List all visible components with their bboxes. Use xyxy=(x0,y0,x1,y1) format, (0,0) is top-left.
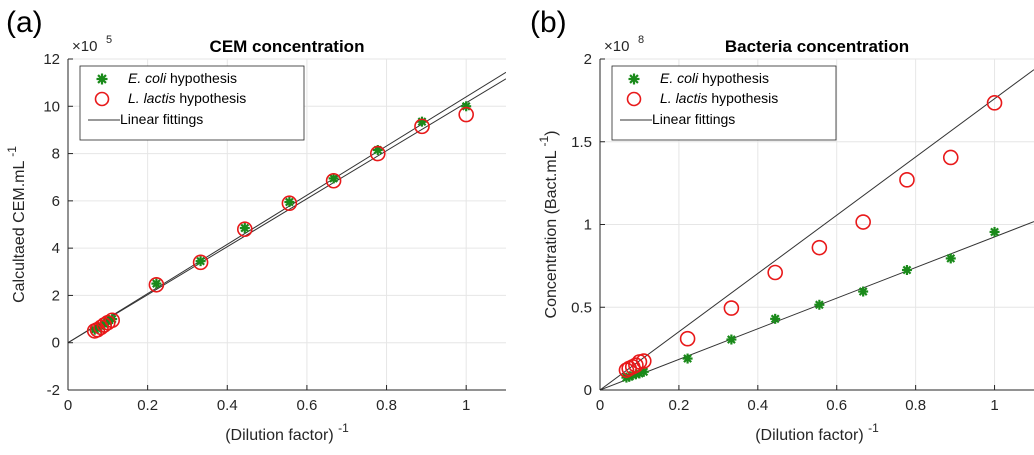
x-tick-label: 0.2 xyxy=(137,397,158,414)
series-l-lactis xyxy=(86,106,474,339)
y-tick-label: 1 xyxy=(584,217,592,234)
data-point xyxy=(723,300,740,316)
data-point xyxy=(770,313,781,324)
x-tick-label: 0.6 xyxy=(296,397,317,414)
data-point xyxy=(986,95,1003,111)
data-point xyxy=(899,172,915,188)
data-point xyxy=(989,226,1000,237)
legend-marker-asterisk xyxy=(96,73,108,85)
legend: E. coli hypothesis L. lactis hypothesis Li… xyxy=(79,65,305,141)
data-point xyxy=(416,116,427,127)
data-point xyxy=(151,278,162,289)
y-axis-label: Concentration (Bact.mL -1) xyxy=(537,131,560,319)
data-point xyxy=(858,286,869,297)
data-point xyxy=(682,353,693,364)
y-axis-label: Calcultaed CEM.mL -1 xyxy=(5,146,28,303)
y-tick-label: 1.5 xyxy=(571,134,592,151)
y-tick-label: 2 xyxy=(584,51,592,68)
x-tick-label: 0 xyxy=(596,397,604,414)
x-axis-label: (Dilution factor) -1 xyxy=(225,421,349,444)
data-point xyxy=(855,214,871,230)
legend-entry-fit: Linear fittings xyxy=(652,111,735,127)
data-point xyxy=(679,330,696,347)
data-point xyxy=(458,106,474,123)
legend-box xyxy=(611,65,837,141)
legend-marker-asterisk xyxy=(628,73,640,85)
x-axis-label: (Dilution factor) -1 xyxy=(755,421,879,444)
legend-entry-fit: Linear fittings xyxy=(120,111,203,127)
panel-letter: (b) xyxy=(530,6,567,39)
axis-exponent: ×10 xyxy=(604,38,629,55)
fit-lines xyxy=(68,71,506,344)
axis-exponent-power: 5 xyxy=(106,34,112,46)
panel-b: 0 0.2 0.4 0.6 0.8 1 0 0.5 1 1.5 2 ×10 8 (b) Bacteria c… xyxy=(530,6,1034,444)
axis-exponent-power: 8 xyxy=(638,34,644,46)
x-tick-label: 1 xyxy=(990,397,998,414)
data-point xyxy=(239,223,250,234)
panel-letter: (a) xyxy=(6,6,43,39)
legend-marker-circle xyxy=(626,91,642,107)
legend-box xyxy=(79,65,305,141)
data-point xyxy=(726,334,737,345)
y-tick-label: 4 xyxy=(52,240,60,257)
x-tick-label: 0 xyxy=(64,397,72,414)
data-point xyxy=(814,299,825,310)
y-tick-label: 0 xyxy=(52,335,60,352)
data-point xyxy=(369,145,386,162)
data-point xyxy=(104,312,120,329)
y-tick-label: -2 xyxy=(47,382,60,399)
fit-line-1 xyxy=(68,78,506,344)
x-tick-label: 0.2 xyxy=(668,397,689,414)
data-point xyxy=(281,195,298,212)
legend-entry: E. coli hypothesis xyxy=(660,70,769,86)
data-point xyxy=(414,118,430,135)
data-point xyxy=(96,317,113,333)
data-point xyxy=(811,239,828,256)
fit-line-0 xyxy=(600,69,1034,390)
data-point xyxy=(328,173,339,184)
x-tick-label: 0.8 xyxy=(905,397,926,414)
y-tick-label: 12 xyxy=(43,51,60,68)
y-tick-label: 2 xyxy=(52,287,60,304)
data-point xyxy=(901,265,912,276)
chart-title: CEM concentration xyxy=(210,37,365,56)
data-point xyxy=(945,253,956,264)
y-tick-label: 0 xyxy=(584,382,592,399)
x-tick-label: 0.8 xyxy=(376,397,397,414)
series-l-lactis xyxy=(618,95,1003,378)
data-point xyxy=(942,149,959,166)
legend-entry: L. lactis hypothesis xyxy=(660,90,778,106)
data-point xyxy=(236,221,253,238)
y-tick-label: 8 xyxy=(52,146,60,163)
legend-entry: L. lactis hypothesis xyxy=(128,90,246,106)
data-point xyxy=(461,101,472,112)
data-point xyxy=(635,353,652,369)
chart-title: Bacteria concentration xyxy=(725,37,909,56)
y-tick-label: 10 xyxy=(43,98,60,115)
axis-exponent: ×10 xyxy=(72,38,97,55)
data-point xyxy=(325,172,342,189)
data-point xyxy=(192,254,209,271)
data-point xyxy=(767,264,783,281)
data-point xyxy=(195,256,206,267)
data-point xyxy=(284,197,295,208)
data-point xyxy=(148,276,165,293)
fit-line-0 xyxy=(68,71,506,344)
x-tick-label: 0.4 xyxy=(217,397,238,414)
data-point xyxy=(628,357,644,373)
x-tick-label: 0.4 xyxy=(747,397,768,414)
y-tick-label: 0.5 xyxy=(571,299,592,316)
legend-entry: E. coli hypothesis xyxy=(128,70,237,86)
x-tick-label: 1 xyxy=(462,397,470,414)
y-tick-label: 6 xyxy=(52,193,60,210)
legend: E. coli hypothesis L. lactis hypothesis Li… xyxy=(611,65,837,141)
legend-marker-circle xyxy=(94,91,110,107)
x-tick-label: 0.6 xyxy=(826,397,847,414)
